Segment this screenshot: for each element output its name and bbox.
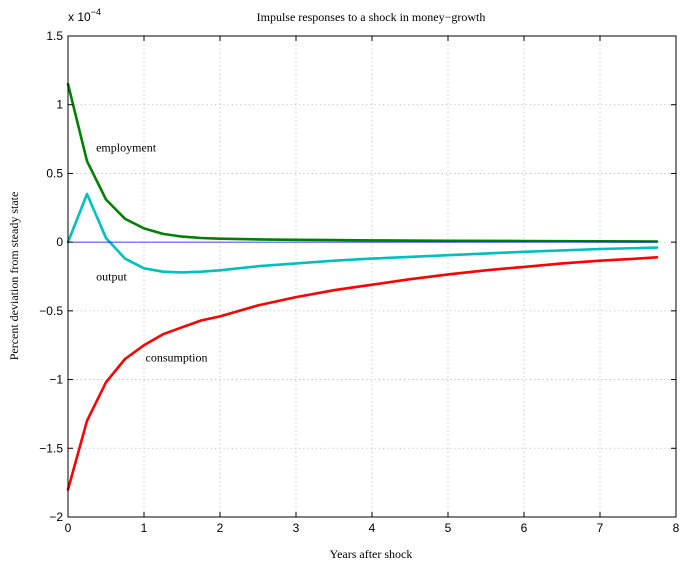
y-tick-label: −0.5	[39, 304, 63, 318]
series-annotations: employment output consumption	[96, 140, 207, 364]
y-tick-label: 1	[56, 98, 63, 112]
y-tick-label: −2	[49, 510, 63, 524]
consumption-annotation: consumption	[146, 351, 208, 365]
x-tick-label: 1	[141, 521, 148, 535]
x-tick-label: 2	[217, 521, 224, 535]
output-annotation: output	[96, 270, 127, 284]
series-lines	[66, 82, 659, 491]
x-tick-label: 8	[673, 521, 680, 535]
employment-annotation: employment	[96, 140, 157, 154]
axis-tick-labels: 0 1 2 3 4 5 6 7 8 −2 −1.5 −1 −0.5 0 0.5 1 1.5	[39, 29, 679, 535]
y-axis-label: Percent deviation from steady state	[7, 192, 21, 361]
x-tick-label: 6	[521, 521, 528, 535]
consumption-series-line	[66, 255, 659, 491]
y-tick-label: 0	[56, 235, 63, 249]
output-series-line	[66, 192, 659, 274]
exponent-power: −4	[91, 7, 101, 17]
x-tick-label: 5	[445, 521, 452, 535]
y-tick-label: 1.5	[46, 29, 63, 43]
x-axis-label: Years after shock	[330, 547, 413, 561]
y-tick-label: 0.5	[46, 166, 63, 180]
y-tick-label: −1	[49, 373, 63, 387]
x-tick-label: 0	[65, 521, 72, 535]
y-tick-label: −1.5	[39, 441, 63, 455]
chart-title: Impulse responses to a shock in money−gr…	[257, 10, 486, 24]
grid-lines	[68, 36, 676, 517]
exponent-base: x 10	[68, 10, 91, 24]
axis-ticks	[67, 35, 677, 518]
x-tick-label: 4	[369, 521, 376, 535]
x-tick-label: 7	[597, 521, 604, 535]
y-axis-exponent-label: x 10−4	[68, 7, 101, 24]
x-tick-label: 3	[293, 521, 300, 535]
employment-series-line	[66, 82, 659, 243]
